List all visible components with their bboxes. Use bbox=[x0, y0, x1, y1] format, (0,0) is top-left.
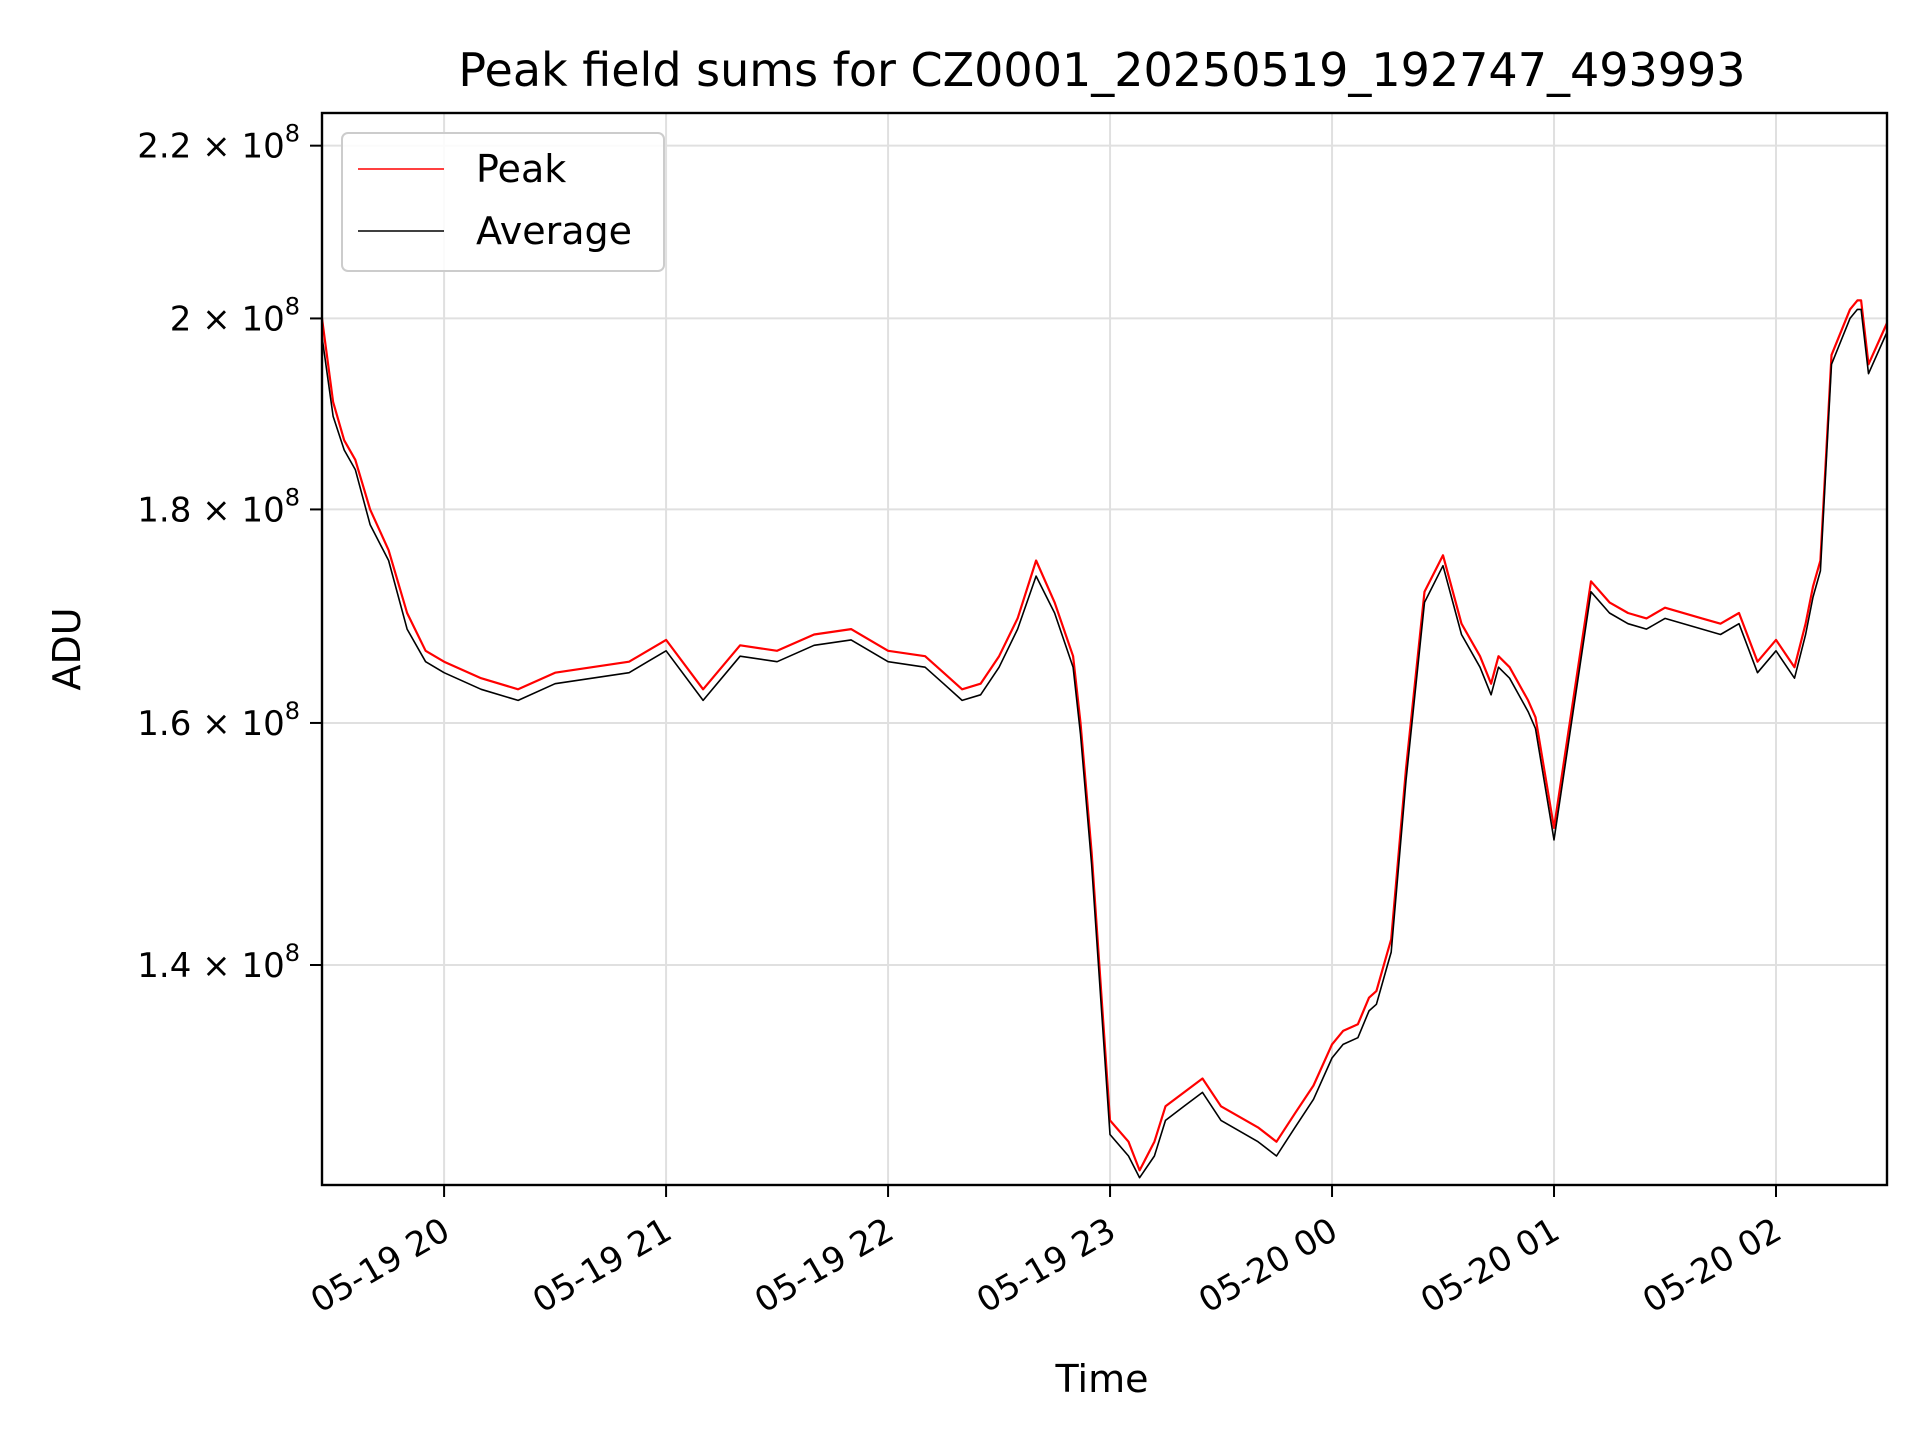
legend: Peak Average bbox=[341, 132, 665, 272]
y-tick-mantissa: 1.6 bbox=[137, 704, 191, 744]
y-tick-label: 1.8 × 108 bbox=[137, 483, 300, 530]
y-tick-label: 2.2 × 108 bbox=[137, 120, 300, 167]
y-tick-exponent: 8 bbox=[285, 483, 300, 511]
y-tick-label: 1.6 × 108 bbox=[137, 697, 300, 744]
legend-box bbox=[341, 132, 665, 272]
y-tick-exponent: 8 bbox=[285, 697, 300, 725]
y-tick-label: 2 × 108 bbox=[170, 292, 300, 339]
series-line-peak bbox=[322, 299, 1887, 1172]
legend-label-average: Average bbox=[476, 209, 632, 253]
legend-label-peak: Peak bbox=[476, 147, 566, 191]
y-tick-mantissa: 2 bbox=[170, 299, 192, 339]
y-axis-label: ADU bbox=[45, 607, 89, 690]
grid bbox=[322, 113, 1887, 1185]
series-line-average bbox=[322, 308, 1887, 1179]
y-tick-mantissa: 2.2 bbox=[137, 127, 191, 167]
y-tick-times: × 10 bbox=[191, 299, 284, 339]
y-tick-exponent: 8 bbox=[285, 120, 300, 148]
chart-title: Peak field sums for CZ0001_20250519_1927… bbox=[458, 43, 1745, 97]
y-tick-times: × 10 bbox=[191, 490, 284, 530]
y-tick-mantissa: 1.4 bbox=[137, 946, 191, 986]
y-tick-label: 1.4 × 108 bbox=[137, 939, 300, 986]
x-axis-label: Time bbox=[1055, 1357, 1149, 1401]
y-tick-times: × 10 bbox=[191, 946, 284, 986]
y-tick-exponent: 8 bbox=[285, 939, 300, 967]
y-tick-mantissa: 1.8 bbox=[137, 490, 191, 530]
plot-frame bbox=[320, 111, 1889, 1187]
y-tick-exponent: 8 bbox=[285, 292, 300, 320]
y-tick-times: × 10 bbox=[191, 127, 284, 167]
series-layer bbox=[322, 299, 1887, 1179]
y-tick-times: × 10 bbox=[191, 704, 284, 744]
